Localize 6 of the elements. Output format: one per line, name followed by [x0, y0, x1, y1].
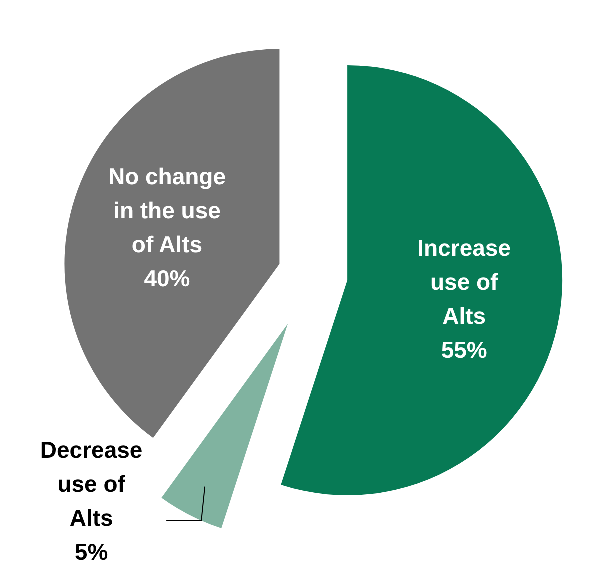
slice-label: No change in the use of Alts — [108, 164, 226, 258]
slice-label: Increase use of Alts — [418, 234, 512, 329]
data-label: 55% — [441, 336, 488, 363]
data-label: 5% — [74, 538, 108, 565]
data-label: 40% — [144, 266, 190, 292]
slice-label: Decrease use of Alts — [40, 436, 143, 531]
